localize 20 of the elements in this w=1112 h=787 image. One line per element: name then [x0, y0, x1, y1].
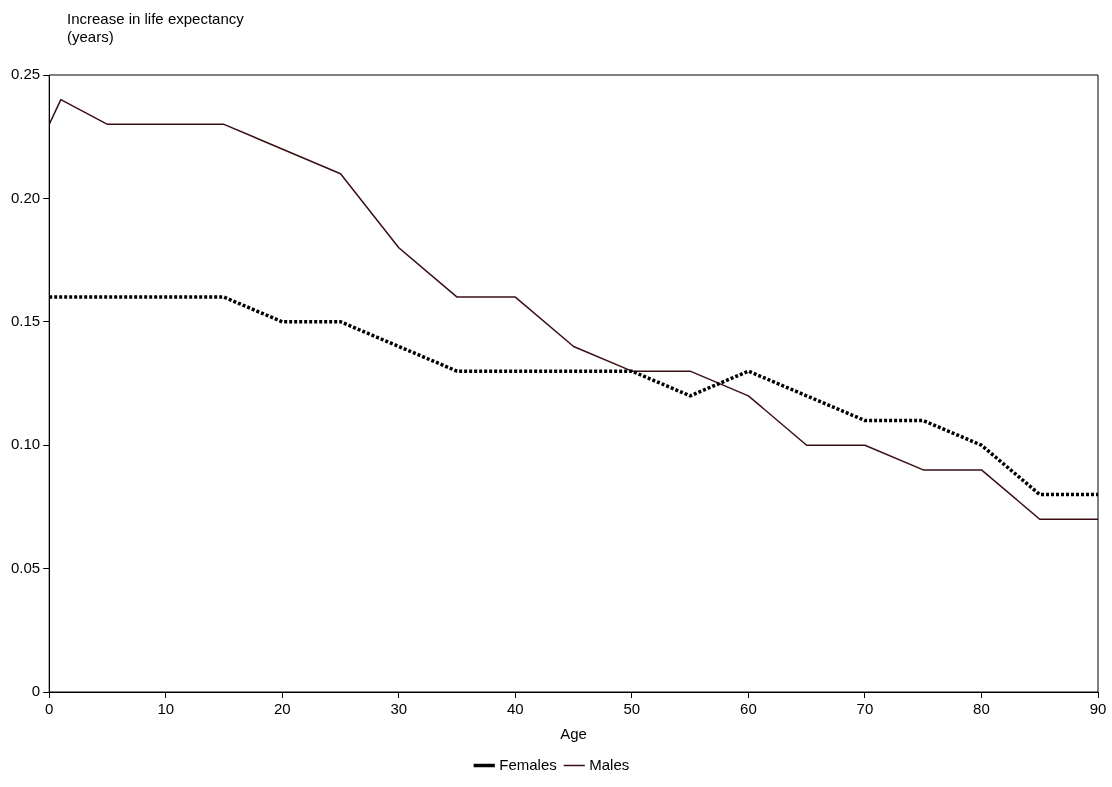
y-tick-label: 0.20 [10, 188, 41, 206]
x-tick-label: 30 [390, 700, 408, 718]
y-tick-label: 0.15 [10, 311, 41, 329]
y-tick-label: 0.25 [10, 65, 41, 83]
x-tick-label: 70 [856, 700, 874, 718]
x-axis-title: Age [560, 725, 587, 743]
x-tick-label: 50 [623, 700, 641, 718]
y-tick-label: 0.05 [10, 558, 41, 576]
y-axis-title: Increase in life expectancy (years) [67, 9, 245, 45]
x-tick-label: 80 [973, 700, 990, 718]
x-tick-label: 90 [1089, 700, 1107, 718]
legend-label: Males [589, 755, 630, 773]
y-tick-label: 0.10 [10, 435, 41, 453]
legend-label: Females [499, 755, 557, 773]
x-tick-label: 0 [45, 700, 54, 718]
x-tick-label: 40 [506, 700, 524, 718]
x-tick-label: 60 [740, 700, 757, 718]
y-tick-label: 0 [31, 682, 41, 700]
x-tick-label: 20 [273, 700, 291, 718]
x-tick-label: 10 [157, 700, 175, 718]
